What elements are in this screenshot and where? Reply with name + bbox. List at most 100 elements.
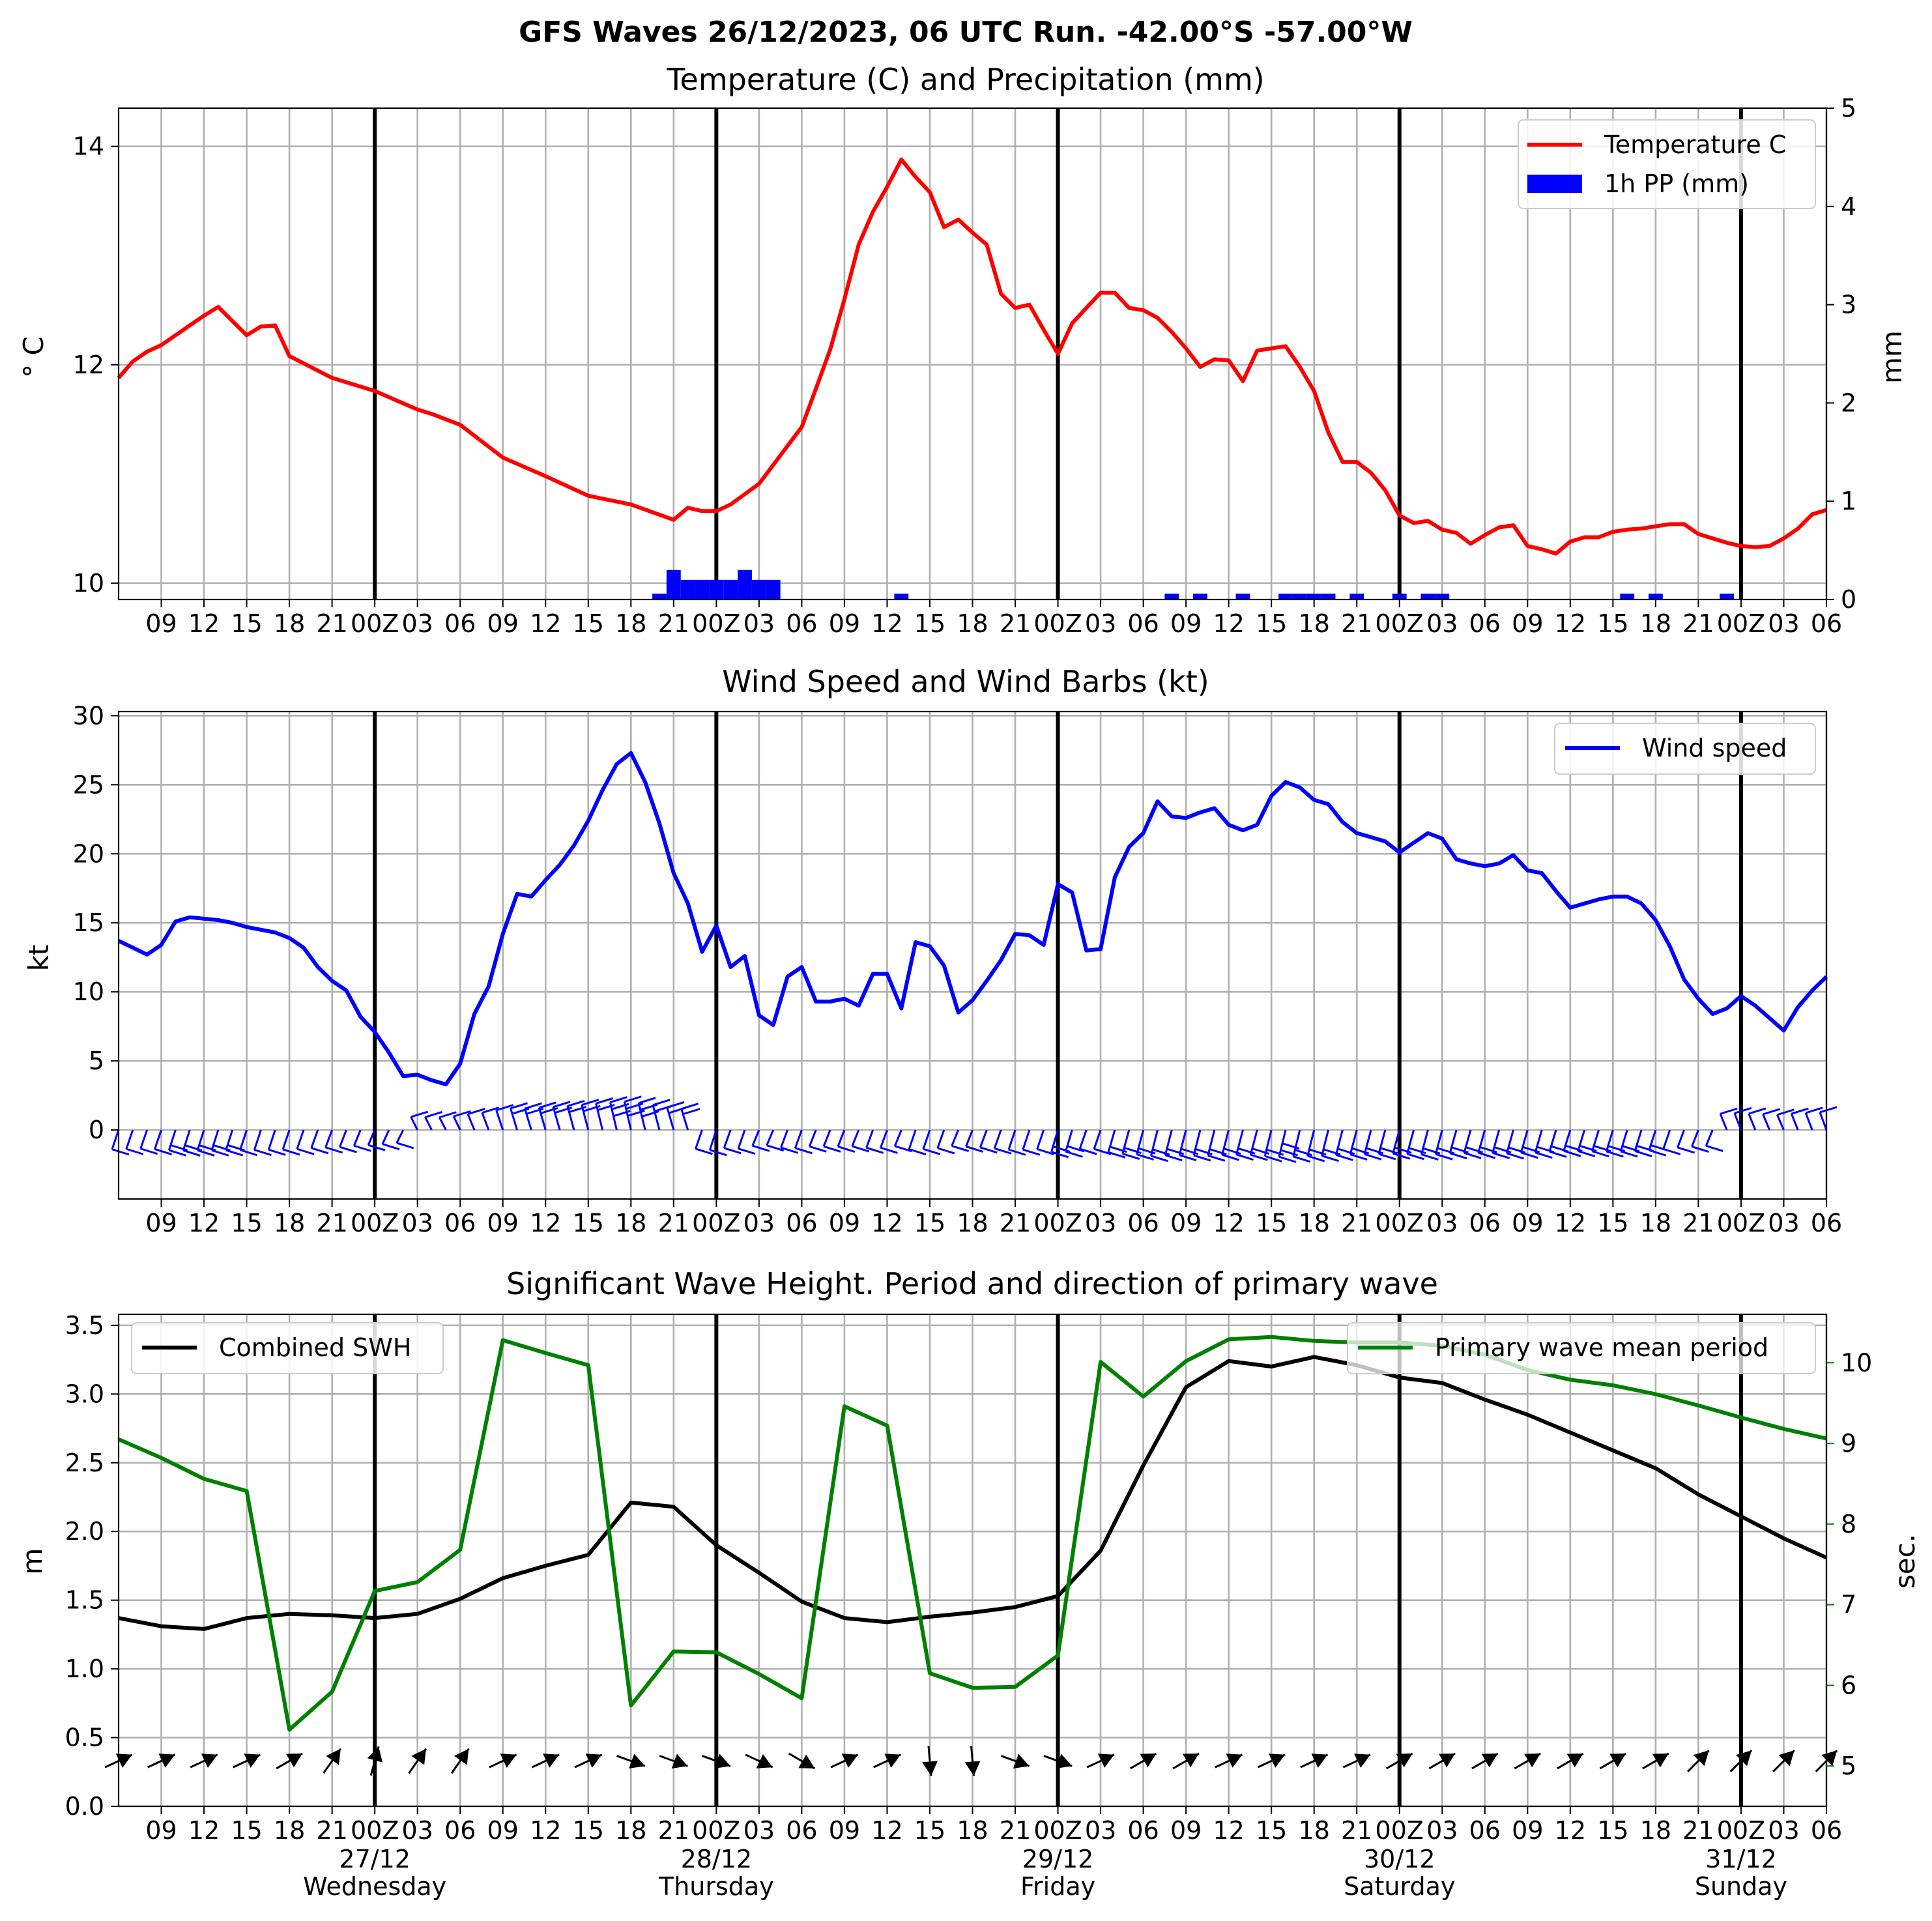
x-tick-label: 03	[1426, 1209, 1458, 1237]
wind-barb-staff	[1648, 1129, 1657, 1151]
wind-barb-staff	[1449, 1129, 1458, 1154]
precip-bar	[766, 579, 781, 599]
x-tick-label: 00Z	[1376, 1209, 1424, 1237]
x-tick-label: 09	[145, 1816, 177, 1845]
wind-barb-flag	[1379, 1147, 1398, 1155]
x-tick-label: 15	[573, 1816, 604, 1845]
x-tick-label: 12	[530, 1209, 561, 1237]
wave-direction-arrowhead	[411, 1748, 426, 1765]
wind-barb-staff	[1790, 1113, 1799, 1131]
wave-direction-arrowhead	[1226, 1754, 1243, 1768]
wave-direction-arrowhead	[1652, 1753, 1669, 1768]
wind-barb-flag	[1179, 1154, 1197, 1162]
wind-barb-staff	[865, 1129, 874, 1148]
x-tick-label: 12	[1213, 609, 1244, 638]
x-tick-label: 15	[1256, 1816, 1287, 1845]
wind-barb-flag	[1479, 1146, 1497, 1153]
y-tick-label: 5	[89, 1047, 104, 1075]
precip-bar	[1620, 593, 1635, 599]
wind-barb-flag	[766, 1144, 785, 1152]
wind-barb-staff	[410, 1116, 419, 1131]
x-tick-label: 03	[743, 1816, 775, 1845]
y2-tick-label: 7	[1841, 1591, 1856, 1619]
wind-barb-staff	[552, 1106, 561, 1131]
x-tick-label: 15	[1597, 1209, 1628, 1237]
x-tick-label: 03	[401, 1816, 433, 1845]
x-tick-label: 12	[188, 1816, 220, 1845]
wind-barb-staff	[1619, 1129, 1628, 1152]
x-tick-label: 21	[316, 1816, 347, 1845]
wind-barb-staff	[538, 1107, 547, 1131]
x-tick-label: 06	[1469, 1209, 1501, 1237]
wind-barb-flag	[467, 1108, 485, 1116]
wind-barb-flag	[1564, 1144, 1583, 1152]
wave-direction-arrowhead	[1609, 1753, 1626, 1768]
x-tick-label: 12	[530, 1816, 561, 1845]
wind-barb-flag	[211, 1149, 229, 1157]
y2-tick-label: 9	[1841, 1429, 1856, 1458]
wave-direction-arrowhead	[585, 1754, 602, 1768]
x-tick-label: 15	[231, 1816, 262, 1845]
wind-barb-flag	[1691, 1146, 1709, 1153]
y2-tick-label: 3	[1841, 291, 1856, 319]
wind-barb-staff	[1007, 1129, 1016, 1150]
x-tick-label: 06	[786, 1209, 817, 1237]
wind-barb-staff	[1036, 1129, 1045, 1149]
period-legend-label: Primary wave mean period	[1435, 1333, 1768, 1362]
wind-barb-staff	[481, 1112, 490, 1131]
wind-barb-flag	[1606, 1150, 1624, 1158]
wind-barb-staff	[1776, 1114, 1785, 1131]
wave-direction-arrowhead	[244, 1754, 261, 1768]
wind-ylabel: kt	[23, 945, 55, 972]
wind-barb-staff	[1164, 1129, 1173, 1156]
x-tick-label: 09	[829, 1816, 860, 1845]
wind-barb-flag	[182, 1149, 201, 1157]
x-tick-label: 21	[658, 1209, 689, 1237]
wave-direction-arrowhead	[1013, 1754, 1030, 1769]
wave-direction-arrowhead	[158, 1754, 175, 1768]
precip-bar	[1193, 593, 1207, 599]
y-tick-label: 10	[73, 569, 104, 598]
wind-barb-staff	[424, 1116, 433, 1131]
precip-bar	[1292, 593, 1307, 599]
y-tick-label: 2.5	[65, 1449, 104, 1477]
wind-barb-staff	[339, 1129, 347, 1148]
wind-barb-flag	[627, 1109, 645, 1117]
precip-ylabel: mm	[1876, 330, 1908, 384]
wind-barb-flag	[610, 1096, 627, 1103]
wind-barb-staff	[1477, 1129, 1486, 1153]
day-weekday-label: Friday	[1020, 1872, 1095, 1901]
wind-barb-staff	[965, 1129, 973, 1148]
y-tick-label: 12	[73, 351, 104, 379]
x-tick-label: 06	[1127, 609, 1159, 638]
x-tick-label: 03	[1768, 1209, 1799, 1237]
wind-barb-flag	[282, 1148, 300, 1156]
x-tick-label: 15	[1597, 1816, 1628, 1845]
wind-barb-staff	[1520, 1129, 1529, 1153]
wind-barb-staff	[1819, 1112, 1828, 1131]
wind-barb-flag	[140, 1148, 158, 1155]
wind-barb-flag	[1293, 1155, 1311, 1163]
wind-barb-staff	[1677, 1129, 1685, 1148]
wind-barb-flag	[1136, 1153, 1155, 1161]
x-tick-label: 12	[1213, 1209, 1244, 1237]
wind-barb-staff	[353, 1129, 362, 1146]
wind-barb-flag	[453, 1110, 471, 1118]
wind-barb-staff	[936, 1129, 945, 1149]
wind-barb-staff	[1136, 1129, 1145, 1155]
wave-direction-arrowhead	[1821, 1750, 1838, 1767]
temperature-legend-label: Temperature C	[1604, 130, 1786, 159]
y-tick-label: 20	[73, 839, 104, 868]
x-tick-label: 18	[1299, 1816, 1330, 1845]
wind-barb-flag	[524, 1102, 542, 1110]
wind-barb-staff	[1207, 1129, 1216, 1156]
temperature-panel-title: Temperature (C) and Precipitation (mm)	[666, 62, 1264, 97]
precip-bar	[652, 593, 667, 599]
x-tick-label: 03	[1085, 1209, 1116, 1237]
wind-barb-staff	[439, 1117, 447, 1131]
wind-barb-flag	[1508, 1146, 1526, 1154]
wind-barb-flag	[1791, 1107, 1809, 1115]
wave-direction-arrowhead	[884, 1754, 901, 1768]
precip-bar	[1278, 593, 1293, 599]
